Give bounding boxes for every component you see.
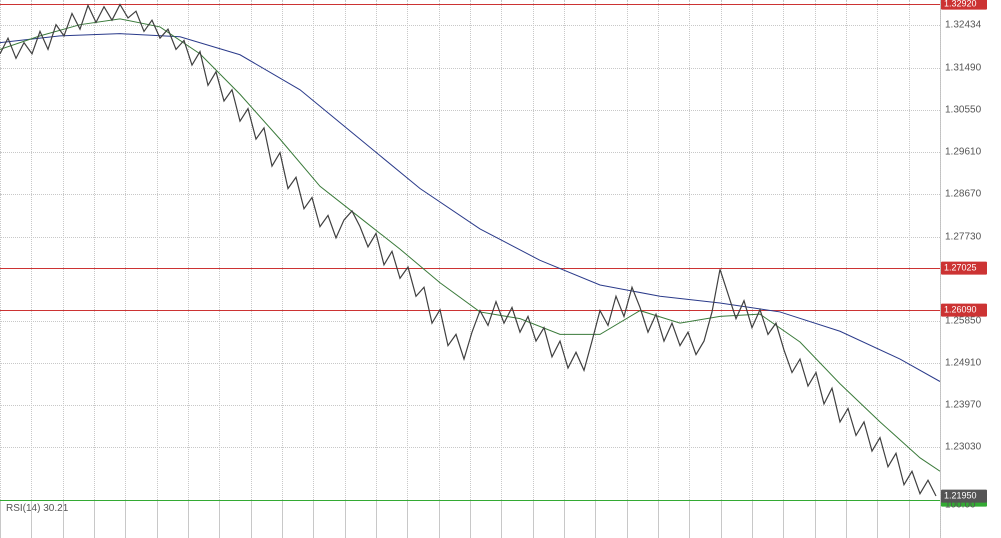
price-lines (0, 0, 940, 500)
forex-chart: 1.32434 1.31490 1.30550 1.29610 1.28670 1.277… (0, 0, 1001, 538)
yaxis-label: 1.24910 (945, 358, 981, 369)
ma-fast-line (0, 19, 940, 471)
rsi-panel[interactable]: RSI(14) 30.21 (0, 501, 941, 537)
price-badge: 1.32920 (941, 0, 987, 10)
yaxis-label: 1.25850 (945, 315, 981, 326)
ma-slow-line (0, 34, 940, 382)
price-axis: 1.32434 1.31490 1.30550 1.29610 1.28670 1.277… (941, 0, 1001, 500)
yaxis-label: 1.27730 (945, 231, 981, 242)
rsi-axis: 100.00 (941, 501, 1001, 537)
yaxis-label: 1.23970 (945, 400, 981, 411)
price-badge: 1.27025 (941, 262, 987, 275)
price-line (0, 4, 936, 495)
yaxis-label: 1.32434 (945, 20, 981, 31)
yaxis-label: 1.23030 (945, 442, 981, 453)
yaxis-label: 1.28670 (945, 189, 981, 200)
price-panel[interactable] (0, 0, 941, 501)
rsi-axis-label: 100.00 (945, 500, 976, 511)
price-badge: 1.26090 (941, 304, 987, 317)
yaxis-label: 1.29610 (945, 147, 981, 158)
yaxis-label: 1.30550 (945, 104, 981, 115)
yaxis-label: 1.31490 (945, 62, 981, 73)
rsi-title: RSI(14) 30.21 (6, 503, 68, 514)
